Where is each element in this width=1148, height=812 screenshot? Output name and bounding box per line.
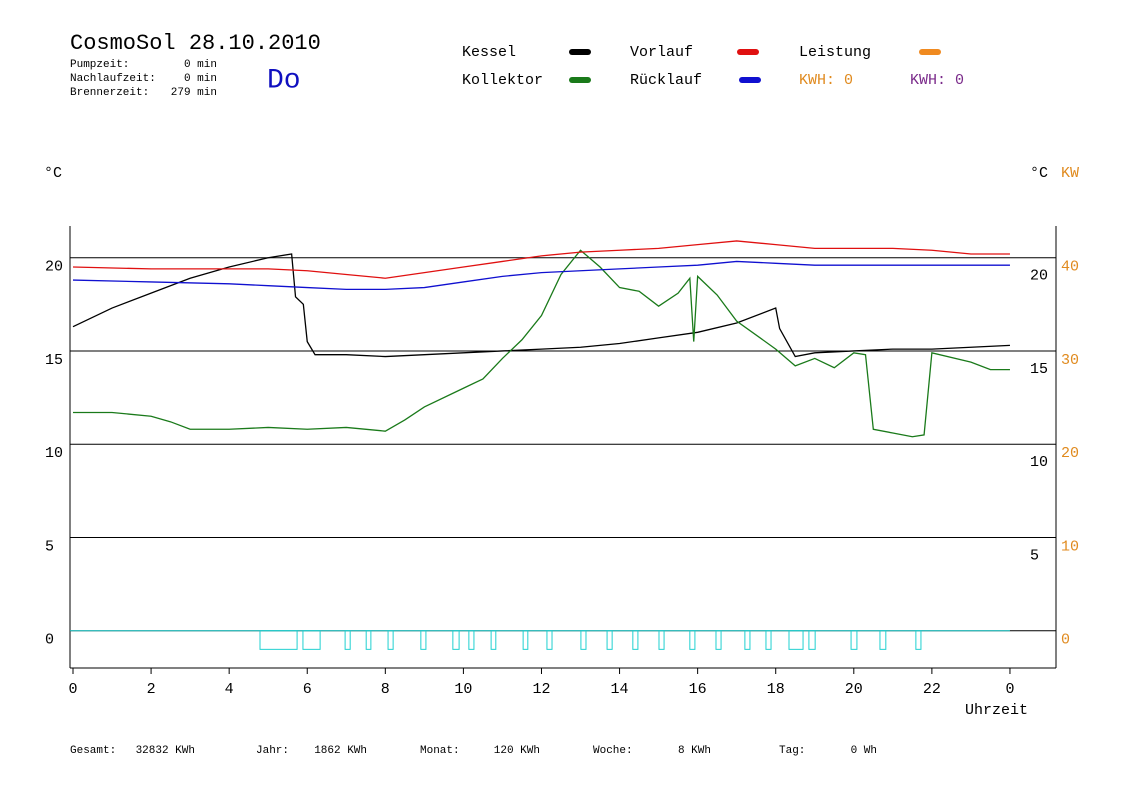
pump-pulse xyxy=(765,630,772,650)
footer-value: 120 KWh xyxy=(494,745,540,757)
y2-tick-label: 0 xyxy=(1061,632,1070,649)
x-tick-label: 10 xyxy=(454,681,472,698)
pump-pulse xyxy=(387,630,394,650)
footer-label: Tag: xyxy=(779,745,805,757)
footer-value: 32832 KWh xyxy=(136,745,195,757)
x-tick-label: 0 xyxy=(68,681,77,698)
legend-label: Kollektor xyxy=(462,72,543,89)
footer-label: Woche: xyxy=(593,745,633,757)
x-tick-label: 4 xyxy=(225,681,234,698)
stat-value: 0 min xyxy=(184,59,217,71)
footer-value: 0 Wh xyxy=(851,745,877,757)
inner-y-tick-label: 10 xyxy=(1030,454,1048,471)
pump-pulse xyxy=(580,630,587,650)
x-axis-label: Uhrzeit xyxy=(965,702,1028,719)
y2-tick-label: 40 xyxy=(1061,259,1079,276)
x-tick-label: 16 xyxy=(689,681,707,698)
stat-label: Pumpzeit: xyxy=(70,59,129,71)
pump-pulse xyxy=(420,630,427,650)
legend-label: Kessel xyxy=(462,44,516,61)
kwh-label: KWH: 0 xyxy=(910,72,964,89)
footer-label: Jahr: xyxy=(256,745,289,757)
y-axis-label: °C xyxy=(44,165,62,182)
x-tick-label: 22 xyxy=(923,681,941,698)
pump-pulse xyxy=(788,630,804,650)
pump-pulse xyxy=(452,630,460,650)
x-tick-label: 8 xyxy=(381,681,390,698)
y-tick-label: 0 xyxy=(45,632,54,649)
y-tick-label: 20 xyxy=(45,259,63,276)
x-tick-label: 18 xyxy=(767,681,785,698)
pump-pulse xyxy=(468,630,475,650)
inner-y-tick-label: 15 xyxy=(1030,361,1048,378)
y-tick-label: 10 xyxy=(45,445,63,462)
x-tick-label: 2 xyxy=(147,681,156,698)
y-tick-label: 5 xyxy=(45,538,54,555)
series-line xyxy=(72,253,1010,358)
pump-pulse xyxy=(522,630,529,650)
pump-pulse xyxy=(715,630,722,650)
stat-label: Nachlaufzeit: xyxy=(70,73,156,85)
legend-label: Rücklauf xyxy=(630,72,702,89)
pump-pulse xyxy=(658,630,665,650)
x-tick-label: 14 xyxy=(611,681,629,698)
stat-label: Brennerzeit: xyxy=(70,87,149,99)
weekday: Do xyxy=(267,65,301,96)
pump-pulse xyxy=(606,630,613,650)
pump-pulse xyxy=(744,630,751,650)
series-line xyxy=(73,249,1010,438)
y2-tick-label: 30 xyxy=(1061,352,1079,369)
y2-tick-label: 10 xyxy=(1061,538,1079,555)
pump-pulse xyxy=(632,630,639,650)
x-tick-label: 20 xyxy=(845,681,863,698)
pump-pulse xyxy=(365,630,372,650)
x-tick-label: 12 xyxy=(532,681,550,698)
legend-label: Vorlauf xyxy=(630,44,693,61)
pump-pulse xyxy=(259,630,298,650)
kwh-label: KWH: 0 xyxy=(799,72,853,89)
pump-pulse xyxy=(490,630,497,650)
pump-pulse xyxy=(915,630,922,650)
pump-pulse xyxy=(689,630,696,650)
footer-label: Monat: xyxy=(420,745,460,757)
footer-label: Gesamt: xyxy=(70,745,116,757)
pump-pulse xyxy=(546,630,553,650)
pump-pulse xyxy=(850,630,858,650)
y2-axis-unit: KW xyxy=(1061,165,1079,182)
pump-pulse xyxy=(879,630,887,650)
pump-pulse xyxy=(344,630,351,650)
y2-axis-label: °C xyxy=(1030,165,1048,182)
footer-value: 8 KWh xyxy=(678,745,711,757)
stat-value: 0 min xyxy=(184,73,217,85)
y2-tick-label: 20 xyxy=(1061,445,1079,462)
y-tick-label: 15 xyxy=(45,352,63,369)
inner-y-tick-label: 20 xyxy=(1030,268,1048,285)
x-tick-label: 0 xyxy=(1005,681,1014,698)
inner-y-tick-label: 5 xyxy=(1030,547,1039,564)
pump-pulse xyxy=(808,630,816,650)
legend-label: Leistung xyxy=(799,44,871,61)
series-line xyxy=(72,260,1010,291)
title: CosmoSol 28.10.2010 xyxy=(70,31,321,56)
footer-value: 1862 KWh xyxy=(314,745,367,757)
stat-value: 279 min xyxy=(171,87,217,99)
pump-pulse xyxy=(302,630,321,650)
x-tick-label: 6 xyxy=(303,681,312,698)
series-line xyxy=(72,240,1010,279)
